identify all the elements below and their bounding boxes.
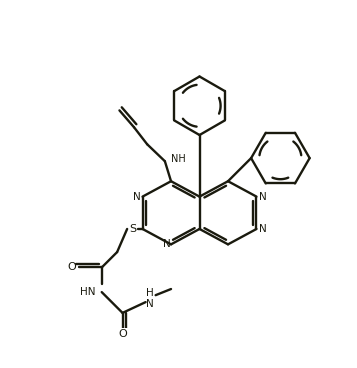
- Text: N: N: [259, 224, 267, 234]
- Text: H: H: [146, 288, 154, 298]
- Text: O: O: [67, 262, 76, 272]
- Text: S: S: [129, 224, 136, 234]
- Text: N: N: [259, 192, 267, 202]
- Text: N: N: [163, 239, 171, 250]
- Text: N: N: [132, 192, 140, 202]
- Text: NH: NH: [171, 154, 186, 164]
- Text: N: N: [146, 299, 154, 309]
- Text: O: O: [118, 329, 127, 339]
- Text: HN: HN: [80, 287, 96, 297]
